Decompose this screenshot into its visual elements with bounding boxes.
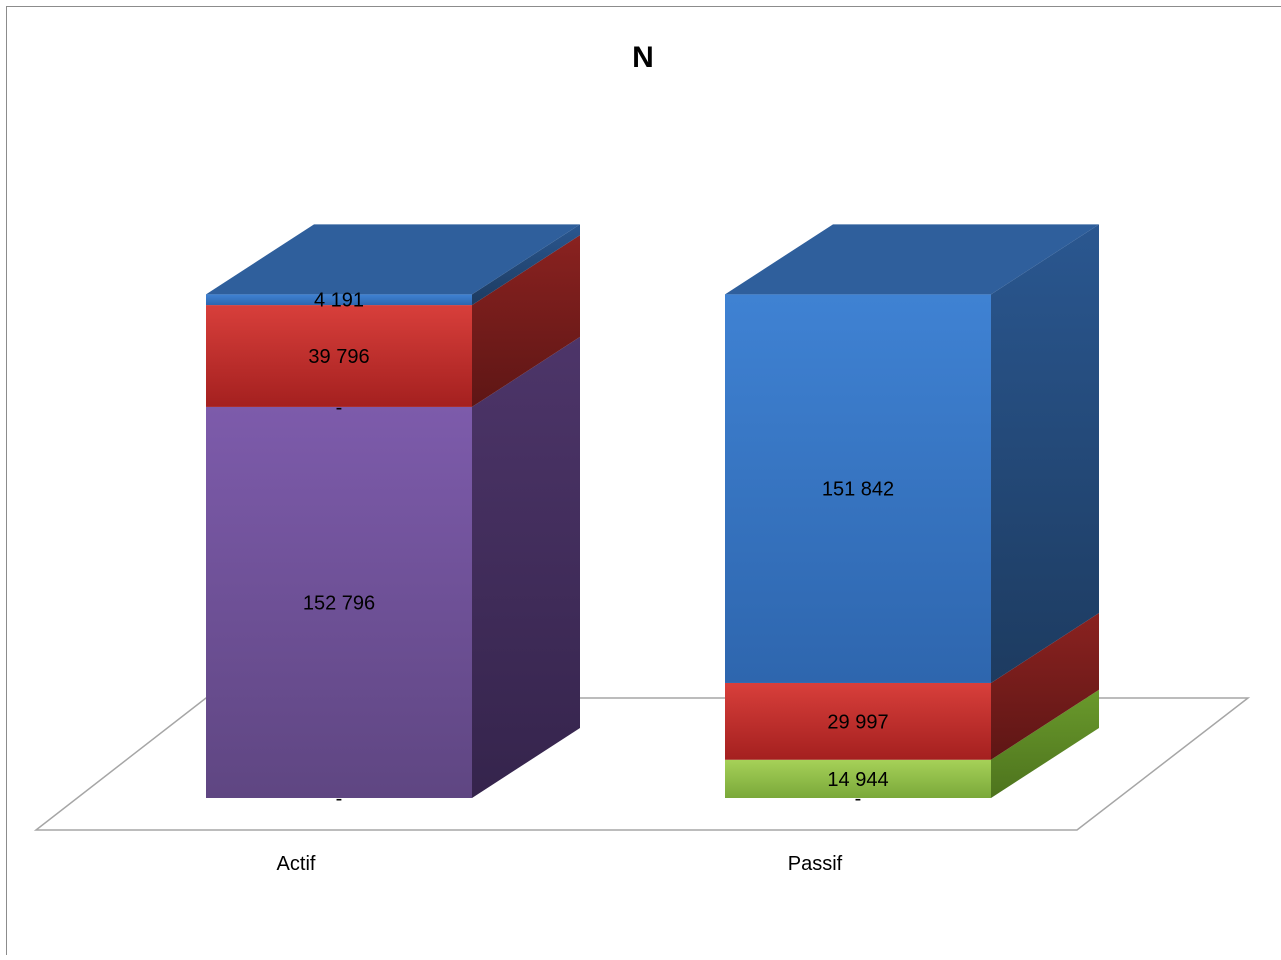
- data-label-passif-s1: 14 944: [827, 769, 888, 791]
- data-label-passif-s2: 29 997: [827, 711, 888, 733]
- data-label-actif-s1: 152 796: [303, 592, 375, 614]
- data-label-actif-s4: 4 191: [314, 290, 364, 312]
- data-label-actif-s2: -: [336, 397, 343, 419]
- data-label-passif-s4: 151 842: [822, 479, 894, 501]
- bar-side-passif-s4: [991, 224, 1099, 683]
- bar-side-actif-s1: [472, 337, 580, 798]
- category-label-actif: Actif: [277, 853, 316, 875]
- data-label-actif-s3: 39 796: [308, 346, 369, 368]
- data-label-passif-s0: -: [855, 788, 862, 810]
- chart-title: N: [632, 41, 654, 74]
- category-label-passif: Passif: [788, 853, 843, 875]
- data-label-actif-s0: -: [336, 788, 343, 810]
